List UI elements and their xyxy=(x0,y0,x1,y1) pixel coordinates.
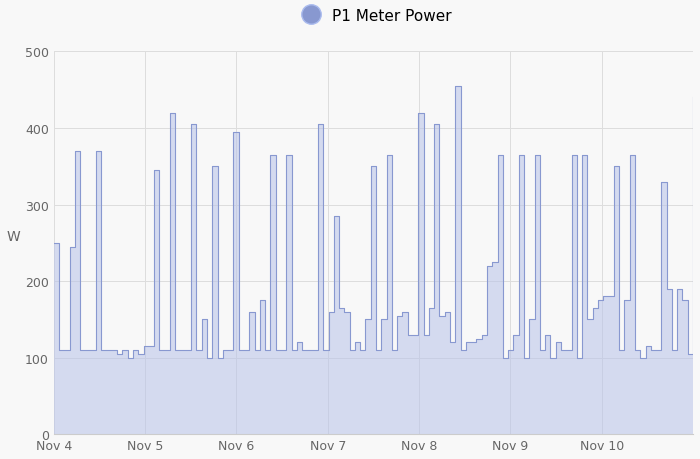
Legend: P1 Meter Power: P1 Meter Power xyxy=(289,3,458,30)
Y-axis label: W: W xyxy=(7,230,21,243)
